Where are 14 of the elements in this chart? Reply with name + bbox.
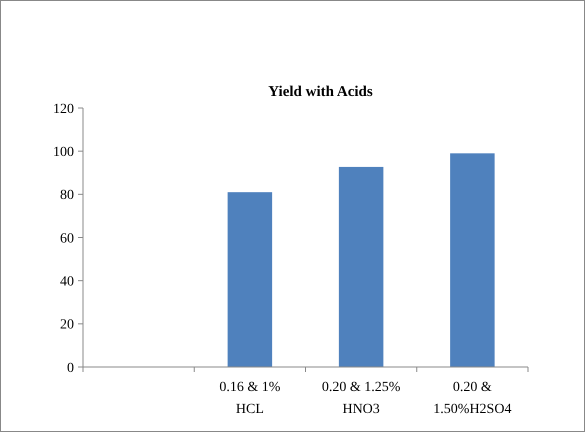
x-tick-label: 0.20 & 1.25% HNO3 [322, 380, 401, 417]
x-tick-label: 0.16 & 1% HCL [219, 380, 281, 417]
y-tick-label: 40 [60, 274, 74, 290]
y-tick-label: 120 [53, 102, 74, 117]
y-tick-label: 60 [60, 231, 74, 246]
y-tick-label: 100 [53, 145, 74, 160]
bar [338, 166, 384, 367]
bar [228, 192, 272, 367]
bar [450, 153, 495, 367]
x-tick-label: 0.20 & 1.50%H2SO4 [433, 380, 512, 417]
y-tick-label: 80 [60, 188, 74, 204]
y-tick-label: 20 [60, 318, 74, 333]
chart-title: Yield with Acids [268, 84, 373, 100]
y-tick-label: 0 [67, 360, 74, 376]
